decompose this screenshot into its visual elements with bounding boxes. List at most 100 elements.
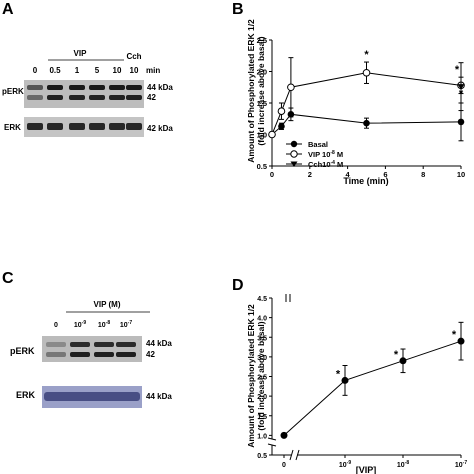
y-tick-label: 1.0 [257, 131, 267, 140]
chart-b-ylabel-line2: (fold increase above basal) [256, 36, 266, 145]
blot-band [47, 85, 63, 90]
blot-a-lane-label: 0.5 [49, 66, 61, 75]
legend-label-basal: Basal [308, 140, 328, 149]
blot-c-lane-label: 0 [54, 322, 58, 329]
blot-band [89, 123, 105, 130]
x-tick-label: 10 [457, 170, 465, 179]
y-tick-label: 3.5 [257, 335, 267, 342]
blot-c: VIP (M) 0 10-9 10-8 10-7 pERK ERK 44 kDa… [10, 300, 172, 408]
blot-band [89, 95, 105, 100]
panel-letter-b: B [232, 1, 244, 18]
chart-d-ylabel-line2: (fold increase above basal) [256, 321, 266, 430]
blot-band [46, 342, 66, 347]
blot-band [94, 342, 114, 347]
blot-band [27, 123, 43, 130]
chart-b-legend: Basal VIP 10-8 M Cch10-4 M [286, 140, 343, 169]
blot-c-kda-44: 44 kDa [146, 339, 172, 348]
blot-band [46, 352, 66, 357]
significance-marker: * [336, 368, 341, 380]
blot-a-erk-bands [27, 123, 142, 130]
chart-d-xlabel: [VIP] [356, 465, 377, 474]
blot-c-row-label-erk: ERK [16, 390, 36, 400]
series-basal-point [363, 119, 370, 127]
blot-a-lane-label: 5 [95, 66, 100, 75]
blot-a-perk-bands [27, 85, 142, 100]
significance-marker: * [394, 349, 399, 361]
blot-band [69, 85, 85, 90]
y-tick-label: 0.5 [257, 453, 267, 460]
series-basal-point [457, 118, 465, 126]
blot-a-kda-erk: 42 kDa [147, 124, 173, 133]
panel-letter-c: C [2, 270, 14, 287]
blot-a-group-label: VIP [74, 49, 88, 58]
series-vip-point [287, 83, 295, 92]
blot-c-lane-label: 10-8 [98, 320, 110, 329]
blot-a: VIP Cch 0 0.5 1 5 10 10 min pERK ERK 44 … [2, 49, 173, 137]
blot-c-perk-bands [46, 342, 136, 357]
blot-a-cch-label: Cch [126, 52, 141, 61]
blot-c-row-label-perk: pERK [10, 346, 35, 356]
y-tick-label: 4.0 [257, 316, 267, 323]
chart-d-ylabel-line1: Amount of Phosphorylated ERK 1/2 [246, 304, 256, 448]
blot-band [27, 95, 43, 100]
x-tick-label: 10-8 [397, 460, 409, 469]
blot-band [70, 352, 90, 357]
blot-a-min-label: min [146, 66, 160, 75]
blot-band [109, 123, 125, 130]
blot-band [69, 123, 85, 130]
blot-band [109, 85, 125, 90]
blot-c-lane-label: 10-9 [74, 320, 86, 329]
x-tick-label: 10-7 [455, 460, 467, 469]
significance-marker: * [364, 49, 369, 61]
series-vip-point [362, 68, 371, 77]
series-vip-point [277, 107, 286, 115]
series-vip-point [268, 130, 276, 139]
significance-marker: * [452, 329, 457, 341]
blot-band [27, 85, 43, 90]
chart-b: Amount of Phosphorylated ERK 1/2 (fold i… [246, 19, 465, 186]
chart-b-xlabel: Time (min) [343, 176, 388, 186]
chart-d: Amount of Phosphorylated ERK 1/2 (fold i… [246, 294, 467, 474]
x-tick-label: 2 [308, 170, 312, 179]
blot-band [94, 352, 114, 357]
panel-letter-a: A [2, 1, 14, 18]
blot-band [116, 352, 136, 357]
series-vip-point [399, 357, 407, 365]
series-vip-point [457, 337, 465, 345]
x-tick-label: 6 [383, 170, 387, 179]
blot-a-lane-label: 1 [75, 66, 80, 75]
blot-band [109, 95, 125, 100]
legend-label-vip: VIP 10-8 M [308, 150, 343, 159]
blot-c-erk-band [44, 392, 140, 401]
series-vip-point [341, 376, 349, 384]
blot-c-group-label: VIP (M) [94, 300, 121, 309]
blot-c-perk-membrane [42, 336, 142, 362]
blot-a-kda-44: 44 kDa [147, 83, 173, 92]
blot-band [89, 85, 105, 90]
blot-band [126, 123, 142, 130]
blot-band [126, 85, 142, 90]
y-tick-label: 2.5 [257, 36, 267, 45]
x-tick-label: 10-9 [339, 460, 351, 469]
y-tick-label: 2.5 [257, 375, 267, 382]
x-tick-label: 0 [270, 170, 274, 179]
blot-c-kda-erk: 44 kDa [146, 392, 172, 401]
y-tick-label: 0.5 [257, 162, 267, 171]
significance-marker: * [455, 64, 460, 76]
blot-band [47, 95, 63, 100]
blot-band [126, 95, 142, 100]
blot-a-row-label-perk: pERK [2, 87, 24, 96]
blot-band [70, 342, 90, 347]
y-tick-label: 2.0 [257, 68, 267, 77]
blot-a-row-label-erk: ERK [4, 123, 21, 132]
blot-band [47, 123, 63, 130]
y-tick-label: 1.5 [257, 414, 267, 421]
blot-a-kda-42: 42 [147, 93, 156, 102]
series-basal-point [278, 123, 285, 130]
series-vip-line [283, 340, 462, 436]
y-tick-label: 2.0 [257, 394, 267, 401]
blot-a-perk-membrane [24, 80, 144, 108]
x-tick-label: 4 [346, 170, 351, 179]
blot-c-kda-42: 42 [146, 350, 155, 359]
